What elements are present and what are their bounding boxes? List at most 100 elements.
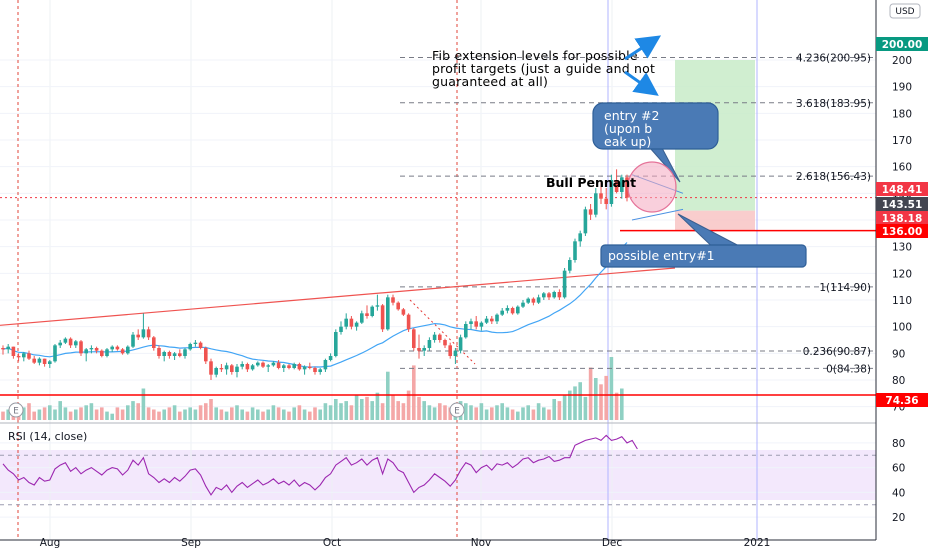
currency-button[interactable] bbox=[889, 3, 921, 19]
volume-bar bbox=[339, 403, 343, 420]
volume-bar bbox=[360, 399, 364, 420]
volume-bar bbox=[214, 407, 218, 420]
volume-bar bbox=[89, 403, 94, 420]
time-tick: Sep bbox=[181, 537, 201, 549]
candle-body bbox=[370, 306, 374, 316]
candle-body bbox=[339, 326, 343, 332]
rising-trendline bbox=[0, 267, 676, 326]
volume-bar bbox=[484, 409, 489, 420]
candle-body bbox=[536, 297, 541, 303]
price-tag-4: 136.00 bbox=[882, 226, 923, 238]
candle-body bbox=[614, 180, 619, 192]
rsi-title: RSI (14, close) bbox=[8, 430, 87, 443]
candle-body bbox=[63, 338, 68, 343]
price-tick: 90 bbox=[892, 348, 905, 360]
candle-body bbox=[344, 318, 348, 327]
price-tag-bg-0 bbox=[876, 37, 928, 51]
volume-bar bbox=[302, 409, 307, 420]
volume-bar bbox=[1, 411, 5, 420]
candle-body bbox=[282, 365, 286, 368]
price-tick: 190 bbox=[892, 82, 912, 94]
rsi-line bbox=[2, 434, 638, 496]
candle-body bbox=[110, 346, 114, 350]
pennant-highlight bbox=[627, 161, 677, 213]
entry1-label: possible entry#1 bbox=[608, 248, 715, 263]
entry1-callout[interactable] bbox=[600, 244, 807, 268]
candle-body bbox=[474, 321, 478, 327]
earnings-badge-1[interactable] bbox=[449, 402, 465, 418]
candle-body bbox=[360, 313, 364, 323]
candle-body bbox=[323, 360, 328, 370]
volume-bar bbox=[68, 411, 73, 420]
volume-bar bbox=[334, 399, 338, 420]
entry2-label: entry #2 (upon b eak up) bbox=[604, 108, 659, 149]
fib-label-1: 3.618(183.95) bbox=[796, 98, 871, 110]
candle-body bbox=[578, 233, 582, 242]
volume-bar bbox=[198, 405, 203, 420]
volume-bar bbox=[562, 394, 567, 420]
volume-bar bbox=[224, 411, 229, 420]
candle-body bbox=[126, 346, 130, 354]
price-tick: 110 bbox=[892, 295, 912, 307]
volume-bar bbox=[344, 401, 348, 420]
volume-bar bbox=[588, 367, 593, 420]
candle-body bbox=[453, 350, 458, 356]
volume-bar bbox=[250, 407, 255, 420]
candle-body bbox=[547, 293, 551, 298]
candle-body bbox=[297, 364, 302, 370]
volume-bar bbox=[573, 386, 577, 420]
price-tick: 160 bbox=[892, 162, 912, 174]
pullback-line bbox=[409, 299, 476, 365]
candle-body bbox=[562, 270, 567, 298]
volume-bar bbox=[365, 396, 369, 420]
arrow-to-fib-top bbox=[624, 35, 662, 61]
volume-bar bbox=[276, 407, 281, 420]
earnings-badge-0[interactable] bbox=[8, 402, 24, 418]
candle-body bbox=[172, 353, 177, 356]
volume-bar bbox=[235, 405, 239, 420]
candle-body bbox=[261, 362, 265, 367]
volume-bar bbox=[63, 407, 68, 420]
price-tag-0: 200.00 bbox=[882, 39, 923, 51]
candle-body bbox=[552, 292, 556, 298]
volume-bar bbox=[479, 403, 484, 420]
volume-bar bbox=[516, 411, 520, 420]
candle-body bbox=[510, 308, 515, 314]
candle-body bbox=[89, 348, 94, 350]
volume-bar bbox=[375, 392, 380, 420]
candle-body bbox=[531, 298, 536, 303]
volume-bar bbox=[141, 388, 146, 420]
candle-body bbox=[157, 348, 161, 356]
candle-body bbox=[136, 334, 140, 338]
volume-bar bbox=[271, 405, 276, 420]
volume-bar bbox=[6, 409, 10, 420]
rsi-tick: 80 bbox=[892, 438, 905, 450]
volume-bar bbox=[469, 405, 473, 420]
candle-body bbox=[256, 362, 260, 366]
price-tag-3: 138.18 bbox=[882, 213, 923, 225]
candle-body bbox=[422, 348, 426, 351]
candle-body bbox=[120, 349, 125, 354]
candle-body bbox=[308, 366, 312, 368]
candle-body bbox=[245, 364, 250, 370]
candle-body bbox=[131, 334, 135, 347]
volume-bar bbox=[427, 405, 432, 420]
candle-body bbox=[542, 293, 546, 298]
volume-bar bbox=[204, 403, 208, 420]
volume-bar bbox=[22, 407, 26, 420]
fib-label-0: 4.236(200.95) bbox=[796, 52, 871, 64]
candle-body bbox=[250, 365, 255, 370]
price-tag-bg-3 bbox=[876, 211, 928, 225]
volume-bar bbox=[120, 409, 125, 420]
entry2-callout[interactable] bbox=[592, 102, 719, 150]
volume-bar bbox=[48, 405, 52, 420]
volume-bar bbox=[193, 409, 198, 420]
volume-bar bbox=[287, 411, 291, 420]
candle-body bbox=[287, 365, 291, 368]
volume-bar bbox=[94, 409, 99, 420]
candle-body bbox=[6, 346, 10, 350]
volume-bar bbox=[256, 409, 260, 420]
candle-body bbox=[594, 193, 598, 215]
